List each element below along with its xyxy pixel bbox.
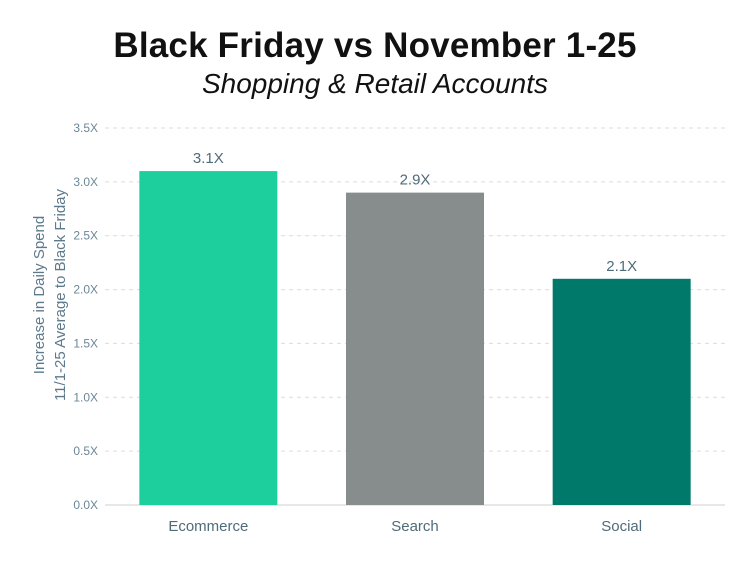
y-tick-label: 1.0X	[73, 390, 98, 404]
bar-search	[346, 192, 484, 505]
chart-subtitle: Shopping & Retail Accounts	[201, 68, 549, 99]
bar-social	[552, 278, 691, 505]
y-tick-label: 0.0X	[73, 498, 98, 512]
y-tick-label: 2.5X	[73, 229, 98, 243]
data-label: 3.1X	[193, 150, 224, 167]
data-label: 2.1X	[606, 258, 637, 275]
x-tick-label: Search	[391, 518, 439, 535]
chart-title: Black Friday vs November 1-25	[113, 26, 637, 65]
y-tick-label: 1.5X	[73, 336, 98, 350]
y-tick-label: 2.0X	[73, 283, 98, 297]
y-tick-label: 3.0X	[73, 175, 98, 189]
y-tick-label: 3.5X	[73, 121, 98, 135]
x-tick-label: Social	[601, 518, 642, 535]
y-tick-label: 0.5X	[73, 444, 98, 458]
data-label: 2.9X	[400, 172, 431, 189]
bar-ecommerce	[139, 171, 278, 506]
x-tick-label: Ecommerce	[168, 518, 248, 535]
